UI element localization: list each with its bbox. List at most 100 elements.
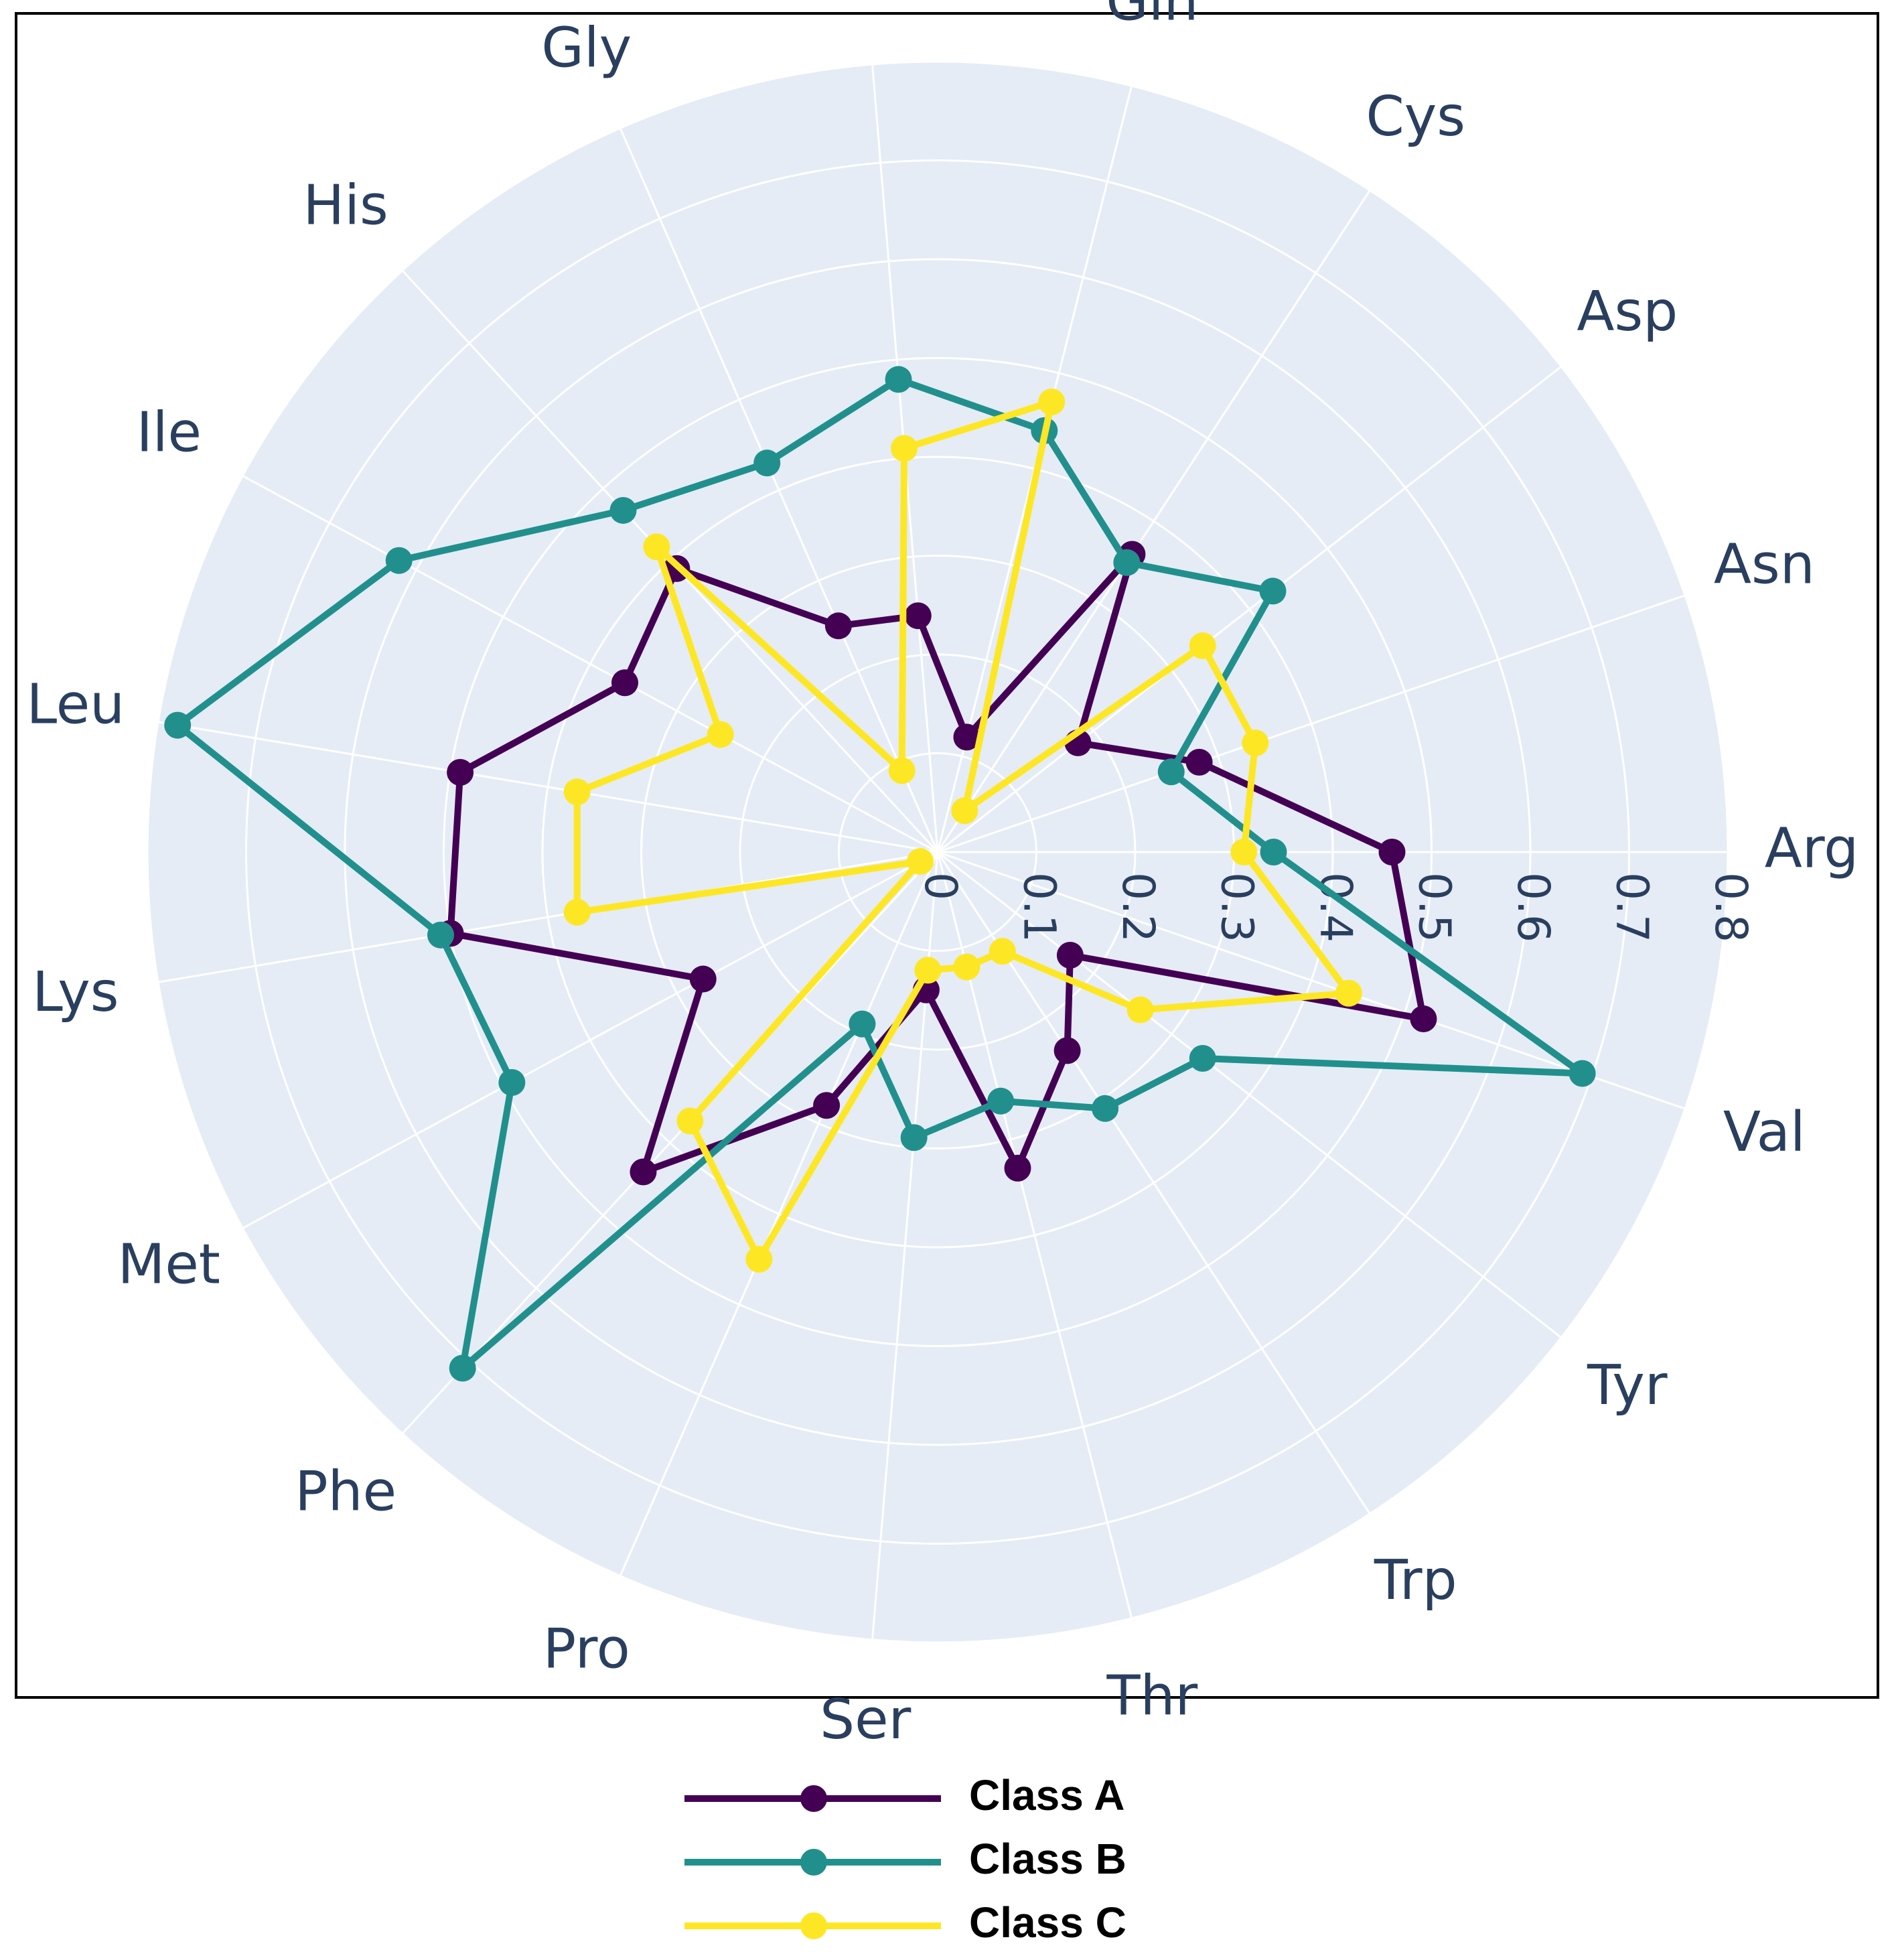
data-point-glu bbox=[904, 602, 932, 630]
legend: Class A Class B Class C bbox=[684, 1771, 1126, 1947]
category-label-gly: Gly bbox=[541, 16, 632, 80]
category-label-val: Val bbox=[1723, 1101, 1806, 1164]
data-point-arg bbox=[1260, 839, 1287, 865]
legend-swatch-marker bbox=[800, 1849, 827, 1876]
radial-tick-label: 0 bbox=[915, 872, 966, 900]
data-point-ser bbox=[914, 957, 942, 984]
category-labels: Arg Asn Asp Cys Gln Glu Gly His Ile Leu Lys Met Phe P… bbox=[26, 0, 1859, 1752]
radial-tick-label: 0.5 bbox=[1408, 872, 1460, 942]
data-point-leu bbox=[164, 711, 192, 739]
grid-spoke-leu bbox=[157, 721, 938, 853]
data-point-pro bbox=[813, 1092, 841, 1119]
data-point-cys bbox=[951, 797, 978, 825]
data-point-his bbox=[643, 533, 670, 561]
category-label-pro: Pro bbox=[543, 1618, 630, 1681]
data-point-phe bbox=[676, 1107, 704, 1135]
category-label-ser: Ser bbox=[820, 1688, 912, 1752]
radial-tick-label: 0.8 bbox=[1705, 872, 1757, 942]
series-line bbox=[447, 551, 1427, 1176]
data-point-glu bbox=[885, 366, 912, 393]
data-point-met bbox=[907, 848, 934, 876]
data-point-thr bbox=[987, 1087, 1015, 1115]
category-label-thr: Thr bbox=[1106, 1665, 1197, 1728]
data-point-asn bbox=[1185, 748, 1213, 776]
category-label-met: Met bbox=[118, 1233, 220, 1297]
data-point-ile bbox=[611, 669, 638, 697]
data-point-asp bbox=[1189, 632, 1216, 659]
data-point-trp bbox=[1053, 1037, 1081, 1064]
data-point-asn bbox=[1242, 729, 1269, 757]
data-point-ser bbox=[900, 1124, 928, 1151]
data-point-leu bbox=[447, 759, 474, 786]
category-label-asn: Asn bbox=[1714, 533, 1815, 597]
data-point-ile bbox=[385, 547, 413, 574]
data-point-met bbox=[498, 1068, 526, 1096]
legend-swatch-marker bbox=[800, 1912, 827, 1939]
data-point-glu bbox=[891, 435, 918, 462]
data-point-val bbox=[1335, 979, 1362, 1007]
data-point-thr bbox=[1004, 1154, 1031, 1182]
data-point-lys bbox=[563, 898, 591, 926]
series-line bbox=[174, 376, 1586, 1372]
series-layer bbox=[164, 366, 1596, 1382]
grid-spoke-met bbox=[242, 851, 938, 1229]
radial-tick-labels: 0 0.1 0.2 0.3 0.4 0.5 0.6 0.7 0.8 bbox=[915, 872, 1757, 942]
category-label-phe: Phe bbox=[295, 1460, 396, 1524]
radial-tick-label: 0.3 bbox=[1211, 872, 1262, 942]
data-point-arg bbox=[1378, 839, 1406, 865]
data-point-gly bbox=[753, 449, 781, 477]
data-point-his bbox=[609, 496, 637, 524]
data-point-met bbox=[689, 965, 717, 993]
legend-item-class-a[interactable]: Class A bbox=[684, 1771, 1124, 1819]
data-point-gly bbox=[888, 757, 916, 784]
legend-label: Class A bbox=[969, 1771, 1124, 1819]
data-point-trp bbox=[1092, 1095, 1119, 1122]
data-point-pro bbox=[745, 1245, 773, 1273]
legend-swatch-marker bbox=[800, 1785, 827, 1812]
legend-label: Class C bbox=[969, 1898, 1126, 1947]
data-point-phe bbox=[630, 1158, 657, 1186]
category-label-tyr: Tyr bbox=[1587, 1354, 1668, 1417]
category-label-leu: Leu bbox=[26, 673, 125, 737]
data-point-val bbox=[1410, 1005, 1437, 1033]
data-point-tyr bbox=[1189, 1045, 1216, 1072]
data-point-gly bbox=[824, 612, 852, 640]
data-point-asn bbox=[1157, 758, 1185, 786]
grid-spoke-lys bbox=[157, 851, 938, 983]
data-point-phe bbox=[449, 1354, 476, 1382]
radial-tick-label: 0.6 bbox=[1508, 872, 1559, 942]
series-class-c bbox=[563, 388, 1362, 1273]
data-point-lys bbox=[427, 921, 455, 949]
category-label-ile: Ile bbox=[137, 401, 202, 464]
radial-tick-label: 0.2 bbox=[1112, 872, 1164, 942]
data-point-pro bbox=[849, 1010, 876, 1038]
category-label-glu: Glu bbox=[819, 0, 912, 9]
series-class-b bbox=[164, 366, 1596, 1382]
grid-spoke-ile bbox=[242, 475, 938, 853]
data-point-gln bbox=[1038, 388, 1066, 415]
grid-spoke-tyr bbox=[937, 851, 1562, 1338]
data-point-arg bbox=[1230, 839, 1258, 865]
data-point-gln bbox=[953, 723, 980, 751]
grid-spoke-pro bbox=[619, 851, 939, 1577]
grid-spoke-cys bbox=[936, 190, 1371, 853]
category-label-his: His bbox=[303, 173, 388, 237]
legend-item-class-b[interactable]: Class B bbox=[684, 1835, 1126, 1883]
data-point-tyr bbox=[1056, 942, 1084, 969]
legend-label: Class B bbox=[969, 1835, 1126, 1883]
grid-spoke-asp bbox=[937, 366, 1562, 853]
grid-spoke-phe bbox=[401, 851, 939, 1435]
grid-spoke-gly bbox=[619, 127, 939, 853]
grid-layer bbox=[146, 60, 1729, 1644]
category-label-arg: Arg bbox=[1765, 817, 1859, 880]
category-label-asp: Asp bbox=[1577, 280, 1678, 344]
data-point-ile bbox=[707, 721, 734, 748]
data-point-val bbox=[1569, 1060, 1596, 1087]
data-point-leu bbox=[563, 778, 591, 806]
legend-item-class-c[interactable]: Class C bbox=[684, 1898, 1126, 1947]
grid-spoke-asn bbox=[937, 594, 1686, 853]
data-point-cys bbox=[1113, 549, 1141, 576]
data-point-trp bbox=[989, 938, 1016, 965]
radial-tick-label: 0.7 bbox=[1606, 872, 1658, 942]
